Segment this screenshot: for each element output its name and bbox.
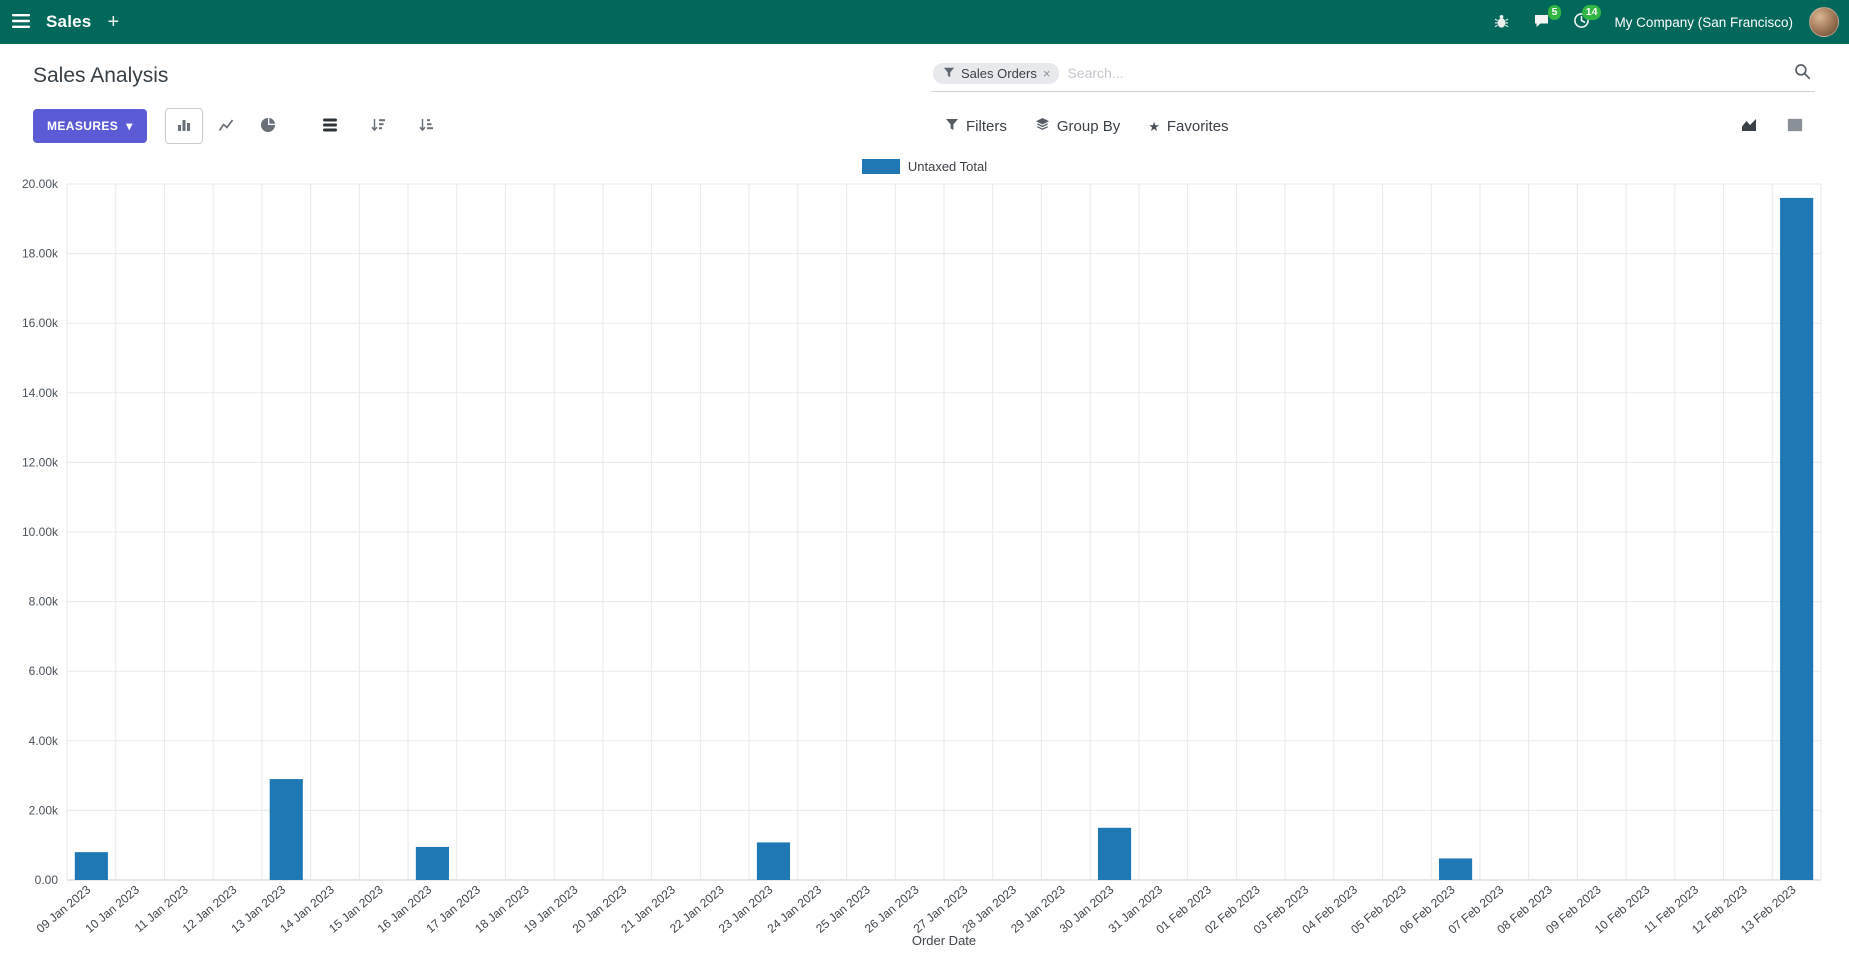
pie-chart-icon bbox=[260, 117, 276, 136]
search-facet-label: Sales Orders bbox=[961, 65, 1037, 81]
search-input[interactable] bbox=[1067, 65, 1786, 81]
layers-icon bbox=[1035, 117, 1050, 136]
measures-button[interactable]: MEASURES ▾ bbox=[33, 109, 147, 143]
apps-menu-button[interactable] bbox=[12, 13, 30, 31]
search-button[interactable] bbox=[1794, 63, 1811, 83]
stacked-toggle-button[interactable] bbox=[311, 108, 349, 144]
legend-swatch[interactable] bbox=[861, 159, 900, 174]
bar[interactable] bbox=[74, 852, 108, 880]
bar[interactable] bbox=[756, 842, 791, 880]
area-chart-icon bbox=[1740, 117, 1758, 136]
legend-label: Untaxed Total bbox=[907, 159, 988, 174]
favorites-button[interactable]: ★ Favorites bbox=[1148, 118, 1228, 135]
chart-modifier-group bbox=[311, 108, 445, 144]
top-navbar: Sales + 5 14 My Company (San Fran bbox=[0, 0, 1849, 44]
clock-icon bbox=[1573, 12, 1590, 32]
message-bubble-icon bbox=[1533, 13, 1550, 32]
plus-button[interactable]: + bbox=[107, 11, 120, 33]
svg-text:14.00k: 14.00k bbox=[22, 386, 59, 400]
chart-legend: Untaxed Total bbox=[0, 158, 1849, 175]
view-switcher bbox=[1729, 104, 1815, 148]
debug-button[interactable] bbox=[1484, 0, 1518, 44]
avatar[interactable] bbox=[1809, 7, 1839, 37]
filter-funnel-icon bbox=[943, 66, 955, 81]
line-chart-icon bbox=[218, 117, 234, 136]
filter-funnel-icon bbox=[945, 117, 959, 135]
pivot-table-icon bbox=[1786, 117, 1804, 136]
svg-text:10 Jan 2023: 10 Jan 2023 bbox=[82, 882, 142, 935]
remove-facet-button[interactable]: × bbox=[1042, 65, 1051, 81]
sort-descending-button[interactable] bbox=[359, 108, 397, 144]
group-by-label: Group By bbox=[1056, 117, 1121, 135]
filters-label: Filters bbox=[966, 117, 1007, 135]
messages-button[interactable]: 5 bbox=[1524, 0, 1562, 44]
company-switcher[interactable]: My Company (San Francisco) bbox=[1614, 14, 1793, 30]
star-icon: ★ bbox=[1148, 118, 1160, 134]
graph-view-button[interactable] bbox=[1729, 109, 1769, 143]
svg-text:Order Date: Order Date bbox=[912, 933, 976, 948]
bar[interactable] bbox=[1097, 827, 1132, 880]
pie-chart-type-button[interactable] bbox=[249, 108, 287, 144]
chart-region: Untaxed Total 0.00 2.00k 4.00k 6.00k 8.00k 10… bbox=[0, 154, 1849, 958]
messages-badge: 5 bbox=[1547, 5, 1562, 21]
app-name[interactable]: Sales bbox=[46, 12, 92, 31]
sales-analysis-chart-canvas: 0.00 2.00k 4.00k 6.00k 8.00k 10.00k 12.00k 14.0… bbox=[22, 177, 1822, 948]
svg-text:12.00k: 12.00k bbox=[22, 455, 59, 469]
hamburger-icon bbox=[12, 13, 30, 31]
svg-text:2.00k: 2.00k bbox=[29, 803, 59, 817]
bug-icon bbox=[1494, 13, 1509, 32]
page-title: Sales Analysis bbox=[33, 64, 169, 87]
favorites-label: Favorites bbox=[1166, 117, 1229, 135]
svg-text:16.00k: 16.00k bbox=[22, 316, 59, 330]
sort-asc-icon bbox=[418, 117, 434, 136]
bar[interactable] bbox=[269, 779, 303, 880]
search-facet[interactable]: Sales Orders × bbox=[933, 62, 1060, 84]
bar-chart[interactable]: 0.00 2.00k 4.00k 6.00k 8.00k 10.00k 12.00k 14.0… bbox=[0, 175, 1849, 958]
filters-button[interactable]: Filters bbox=[945, 117, 1007, 135]
pivot-view-button[interactable] bbox=[1775, 109, 1815, 143]
bar-chart-type-button[interactable] bbox=[164, 108, 203, 144]
group-by-button[interactable]: Group By bbox=[1035, 117, 1120, 136]
svg-text:4.00k: 4.00k bbox=[29, 734, 59, 748]
search-bar[interactable]: Sales Orders × bbox=[931, 60, 1815, 92]
bar-chart-icon bbox=[176, 117, 192, 136]
sort-desc-icon bbox=[370, 117, 386, 136]
svg-text:0.00: 0.00 bbox=[35, 873, 59, 887]
chart-type-group bbox=[164, 108, 287, 144]
svg-text:6.00k: 6.00k bbox=[29, 664, 59, 678]
caret-down-icon: ▾ bbox=[126, 119, 133, 133]
bar[interactable] bbox=[415, 846, 449, 880]
search-icon bbox=[1794, 63, 1811, 83]
stacked-icon bbox=[322, 117, 338, 136]
svg-text:20.00k: 20.00k bbox=[22, 177, 59, 191]
line-chart-type-button[interactable] bbox=[207, 108, 245, 144]
control-panel: Sales Analysis Sales Orders × MEASURES ▾ bbox=[0, 44, 1849, 154]
svg-text:10.00k: 10.00k bbox=[22, 525, 59, 539]
sort-ascending-button[interactable] bbox=[407, 108, 445, 144]
activities-button[interactable]: 14 bbox=[1564, 0, 1602, 44]
bar[interactable] bbox=[1780, 197, 1814, 881]
search-options: Filters Group By ★ Favorites bbox=[945, 104, 1229, 148]
activities-badge: 14 bbox=[1581, 5, 1602, 21]
bar[interactable] bbox=[1439, 858, 1473, 880]
measures-label: MEASURES bbox=[47, 119, 119, 133]
svg-text:18.00k: 18.00k bbox=[22, 247, 59, 261]
svg-text:8.00k: 8.00k bbox=[29, 595, 59, 609]
